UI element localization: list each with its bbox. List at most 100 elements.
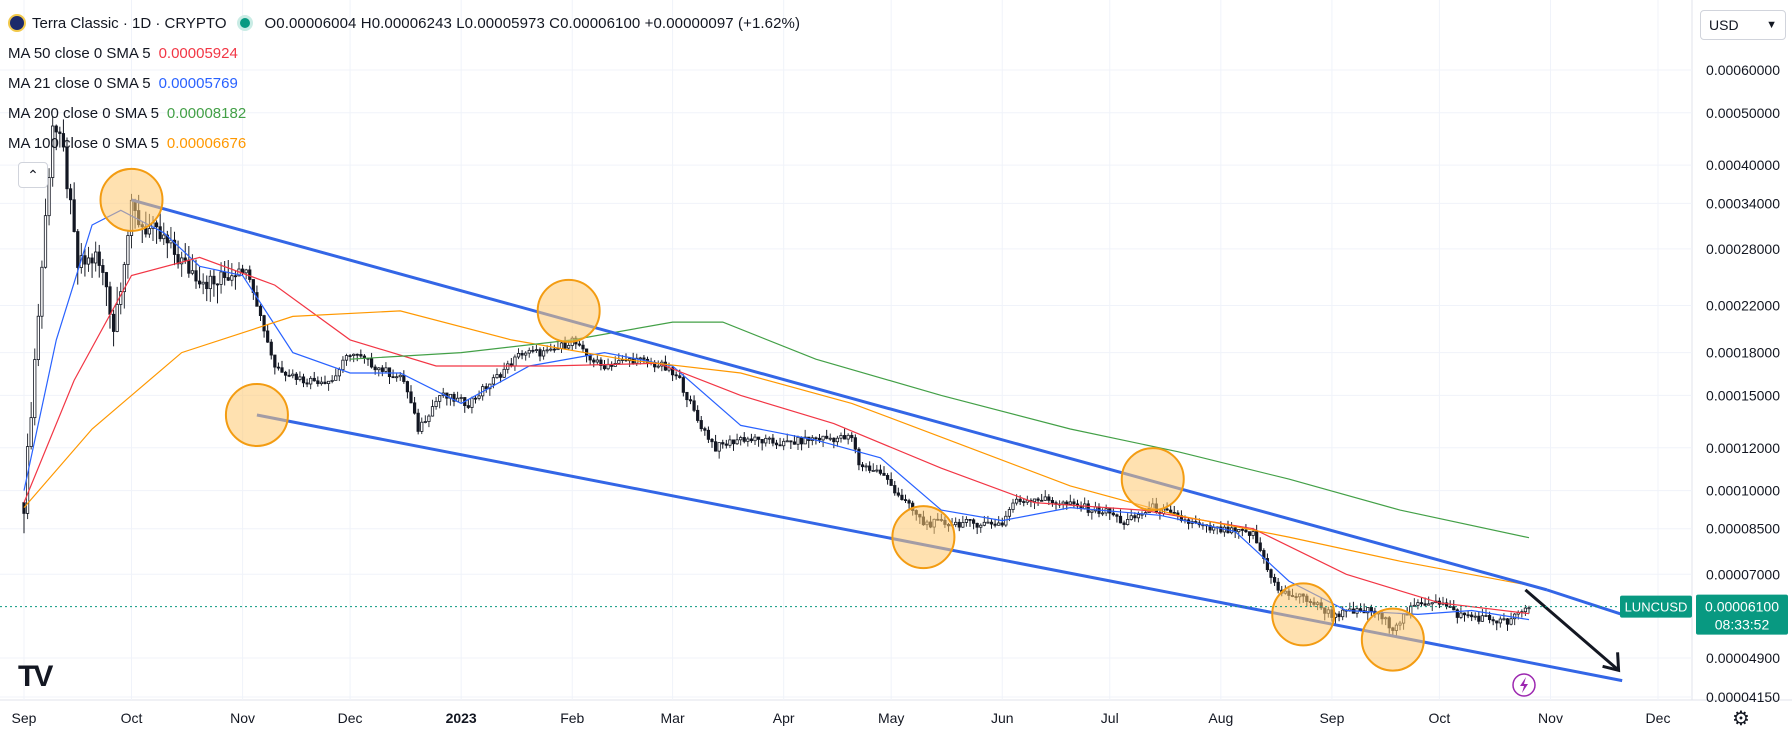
ma-legend-row[interactable]: MA 21 close 0 SMA 5 0.00005769: [8, 68, 800, 98]
candle-body: [767, 437, 771, 440]
market-status-icon[interactable]: [240, 18, 251, 28]
x-tick-label: Dec: [1646, 710, 1671, 726]
candle-body: [51, 125, 55, 178]
candle-body: [1477, 615, 1481, 622]
candle-body: [1466, 614, 1470, 617]
candle-body: [567, 345, 571, 349]
candle-body: [753, 436, 757, 442]
candle-body: [1523, 607, 1528, 613]
candle-body: [1047, 496, 1051, 501]
candle-body: [1272, 577, 1277, 583]
candle-body: [230, 275, 234, 281]
candle-body: [1111, 512, 1115, 516]
touch-point-circle: [536, 278, 601, 343]
candle-body: [1240, 529, 1244, 531]
candle-body: [1090, 510, 1094, 513]
x-tick-label: Oct: [121, 710, 143, 726]
candle-body: [97, 251, 101, 266]
candle-body: [832, 437, 836, 443]
candle-body: [735, 439, 739, 445]
collapse-legend-button[interactable]: ⌃: [18, 162, 48, 188]
candle-body: [248, 269, 252, 280]
candle-body: [706, 429, 711, 440]
ma-line-ma-100: [23, 310, 1530, 586]
candle-body: [685, 391, 689, 401]
candle-body: [54, 125, 58, 133]
touch-point-circle: [1360, 607, 1425, 672]
ma-legend-row[interactable]: MA 200 close 0 SMA 5 0.00008182: [8, 98, 800, 128]
candle-body: [165, 234, 169, 244]
candle-body: [183, 257, 187, 261]
candle-body: [771, 437, 775, 444]
candle-body: [764, 437, 768, 444]
candle-body: [670, 367, 675, 376]
candle-body: [1470, 614, 1474, 618]
candle-body: [1258, 542, 1262, 551]
candle-body: [226, 277, 230, 281]
candle-body: [989, 521, 994, 525]
candle-body: [814, 437, 818, 440]
candle-body: [799, 436, 804, 445]
x-tick-label: 2023: [446, 710, 477, 726]
gear-icon[interactable]: ⚙: [1732, 708, 1750, 730]
candle-body: [1172, 511, 1176, 514]
candle-body: [713, 441, 718, 452]
candle-body: [1133, 515, 1137, 519]
candle-body: [1122, 522, 1126, 525]
candle-body: [283, 371, 288, 376]
candle-body: [1369, 607, 1373, 612]
candle-body: [438, 395, 442, 402]
candle-body: [337, 369, 341, 377]
candle-body: [746, 438, 750, 442]
candle-body: [1337, 613, 1341, 618]
x-tick-label: Apr: [773, 710, 795, 726]
candle-body: [1118, 515, 1123, 524]
candle-body: [420, 421, 424, 432]
candle-body: [1491, 619, 1495, 622]
ma-legend-row[interactable]: MA 50 close 0 SMA 5 0.00005924: [8, 38, 800, 68]
candle-body: [728, 439, 732, 446]
candle-body: [993, 523, 997, 526]
ohlc-values: O0.00006004 H0.00006243 L0.00005973 C0.0…: [264, 14, 801, 32]
candle-body: [33, 359, 37, 419]
candle-body: [1255, 531, 1259, 544]
candle-body: [377, 367, 381, 371]
candle-body: [180, 257, 184, 265]
candle-body: [194, 270, 198, 282]
candle-body: [126, 235, 130, 265]
candle-body: [696, 409, 700, 421]
candle-body: [162, 234, 166, 240]
candle-body: [409, 391, 413, 404]
y-tick-label: 0.00018000: [1706, 345, 1780, 361]
candle-body: [1452, 606, 1456, 611]
candle-body: [402, 374, 406, 382]
candle-body: [212, 275, 216, 285]
touch-point-circle: [224, 382, 289, 447]
candle-body: [638, 357, 642, 360]
candle-body: [739, 437, 743, 441]
candle-body: [208, 275, 212, 290]
y-tick-label: 0.00060000: [1706, 62, 1780, 78]
candle-body: [1416, 602, 1420, 606]
candle-body: [1136, 514, 1141, 519]
candle-body: [430, 406, 435, 417]
symbol-title[interactable]: Terra Classic · 1D · CRYPTO: [32, 14, 227, 32]
candle-body: [559, 342, 564, 349]
candle-body: [1126, 519, 1130, 525]
candle-body: [373, 366, 377, 371]
candle-body: [982, 521, 986, 526]
ma-value: 0.00005769: [158, 74, 238, 92]
candle-body: [111, 313, 116, 332]
candle-body: [979, 524, 983, 528]
candle-body: [961, 522, 965, 528]
candle-body: [223, 271, 227, 278]
last-price-tag: 0.00006100: [1705, 599, 1779, 615]
candle-body: [1505, 618, 1510, 625]
tradingview-logo-icon[interactable]: TV: [18, 660, 53, 693]
currency-select[interactable]: USD ▼: [1700, 10, 1786, 40]
candle-body: [545, 349, 549, 352]
ma-legend-row[interactable]: MA 100 close 0 SMA 5 0.00006676: [8, 128, 800, 158]
candle-body: [1086, 503, 1090, 513]
y-tick-label: 0.00034000: [1706, 195, 1780, 211]
